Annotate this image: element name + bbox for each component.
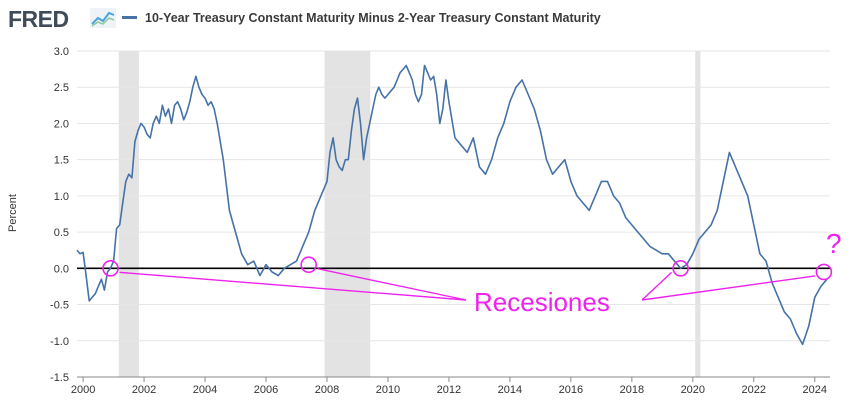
- fred-header: FRED 10-Year Treasury Constant Maturity …: [0, 0, 850, 40]
- recession-label: Recesiones: [474, 287, 610, 317]
- y-tick-label: 3.0: [54, 46, 69, 58]
- x-tick-labels: 2000 2002 2004 2006 2008 2010 2012 2014 2016 2018…: [71, 377, 827, 396]
- recession-band-2: [695, 51, 701, 377]
- x-tick-label: 2000: [71, 384, 95, 396]
- chart-legend: 10-Year Treasury Constant Maturity Minus…: [122, 11, 601, 25]
- x-tick-label: 2002: [132, 384, 156, 396]
- recession-bands: [118, 51, 701, 377]
- y-tick-label: 0.0: [54, 263, 69, 275]
- x-tick-label: 2012: [437, 384, 461, 396]
- annotation-pointer-line-1: [317, 268, 467, 301]
- y-tick-label: 2.5: [54, 82, 69, 94]
- y-tick-label: -0.5: [50, 300, 69, 312]
- fred-logo: FRED: [8, 6, 69, 32]
- y-tick-label: -1.0: [50, 336, 69, 348]
- recession-band-0: [118, 51, 139, 377]
- x-tick-label: 2004: [193, 384, 217, 396]
- y-tick-label: -1.5: [50, 372, 69, 384]
- recession-marker-circle-3: [815, 263, 833, 281]
- recession-marker-circle-2: [672, 260, 689, 277]
- y-tick-label: 1.0: [54, 191, 69, 203]
- x-tick-label: 2016: [559, 384, 583, 396]
- x-tick-label: 2024: [803, 384, 827, 396]
- legend-series-label: 10-Year Treasury Constant Maturity Minus…: [145, 11, 601, 25]
- x-tick-label: 2006: [254, 384, 278, 396]
- annotations: Recesiones ?: [102, 228, 842, 317]
- y-tick-label: 1.5: [54, 155, 69, 167]
- y-tick-labels: 3.0 2.5 2.0 1.5 1.0 0.5 0.0 -0.5 -1.0 -1.5: [50, 46, 69, 384]
- annotation-pointer-line-2: [641, 271, 673, 301]
- line-chart-icon: [90, 8, 116, 28]
- x-tick-label: 2010: [376, 384, 400, 396]
- x-tick-label: 2022: [742, 384, 766, 396]
- x-tick-label: 2020: [681, 384, 705, 396]
- recession-marker-circle-1: [300, 256, 317, 274]
- annotation-pointer-line-3: [641, 275, 815, 301]
- question-mark: ?: [826, 228, 842, 259]
- recession-marker-circle-0: [102, 260, 119, 277]
- legend-line-swatch: [122, 16, 137, 20]
- y-tick-label: 0.5: [54, 227, 69, 239]
- recession-band-1: [324, 51, 371, 377]
- x-tick-label: 2018: [620, 384, 644, 396]
- annotation-pointer-line-0: [119, 271, 467, 301]
- x-tick-label: 2008: [315, 384, 339, 396]
- x-tick-label: 2014: [498, 384, 522, 396]
- y-tick-label: 2.0: [54, 118, 69, 130]
- series-line: [76, 64, 828, 346]
